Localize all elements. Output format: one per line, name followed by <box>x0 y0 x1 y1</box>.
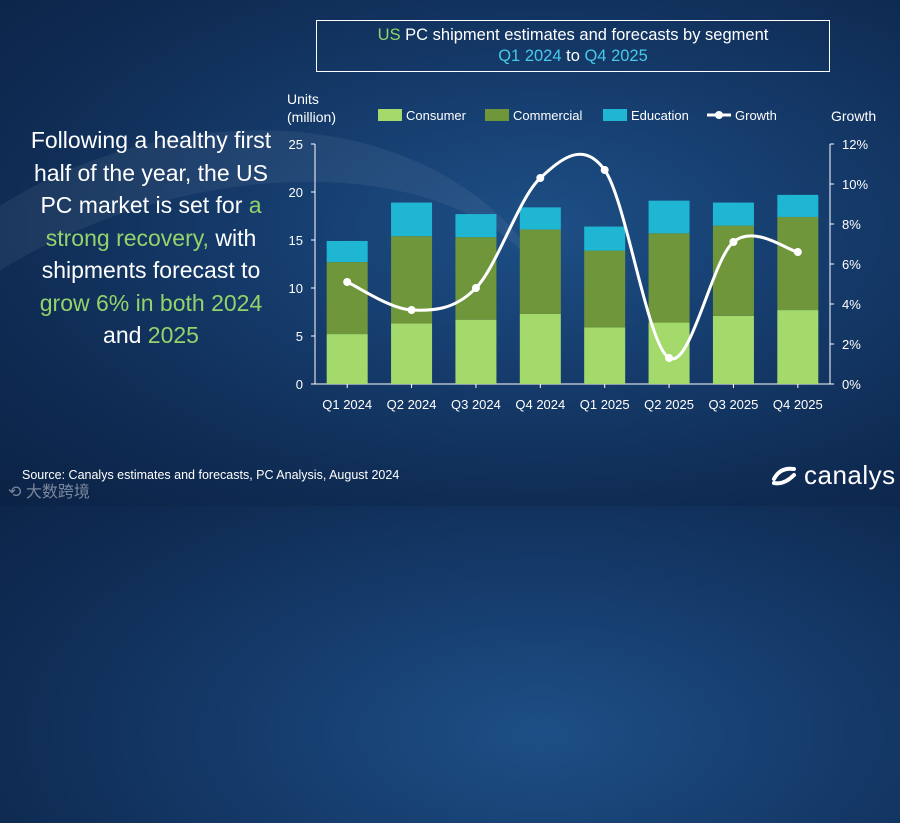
summary-p3: and <box>103 322 148 348</box>
y-right-tick-label: 10% <box>842 177 868 192</box>
bar-consumer <box>712 315 754 384</box>
legend-swatch-consumer <box>378 109 402 121</box>
growth-point <box>665 354 674 362</box>
legend-label-growth: Growth <box>735 108 777 123</box>
x-tick-label: Q4 2025 <box>773 397 823 412</box>
y-left-tick-label: 15 <box>289 233 303 248</box>
y-left-label-line2: (million) <box>287 109 336 125</box>
title-to: to <box>561 47 585 65</box>
canalys-logo-icon <box>772 466 796 485</box>
y-left-tick-label: 5 <box>296 329 303 344</box>
growth-point <box>793 248 802 256</box>
bar-commercial <box>584 250 626 328</box>
x-tick-label: Q1 2025 <box>580 397 630 412</box>
y-right-tick-label: 8% <box>842 217 861 232</box>
title-end: Q4 2025 <box>584 47 648 65</box>
source-note: Source: Canalys estimates and forecasts,… <box>22 468 400 482</box>
x-tick-label: Q3 2025 <box>709 397 759 412</box>
y-left-label-line1: Units <box>287 91 319 107</box>
y-left-tick-label: 0 <box>296 377 303 392</box>
y-left-tick-label: 25 <box>289 137 303 152</box>
y-right-tick-label: 12% <box>842 137 868 152</box>
growth-point <box>536 174 545 182</box>
summary-text: Following a healthy first half of the ye… <box>20 124 282 352</box>
growth-point <box>600 166 609 174</box>
bar-education <box>584 226 626 251</box>
chart-area: Units (million) Growth Consumer Commercia… <box>287 91 876 412</box>
legend-swatch-commercial <box>485 109 509 121</box>
growth-point <box>343 278 352 286</box>
legend-swatch-growth-dot <box>715 111 723 119</box>
bar-consumer <box>391 323 433 384</box>
watermark-icon: ⟲ <box>8 484 26 501</box>
y-right-tick-label: 4% <box>842 297 861 312</box>
bar-education <box>326 240 368 263</box>
bar-education <box>455 214 497 238</box>
bar-education <box>712 202 754 226</box>
title-rest: PC shipment estimates and forecasts by s… <box>400 26 769 44</box>
chart-title-line2: Q1 2024 to Q4 2025 <box>317 46 829 67</box>
legend: Consumer Commercial Education Growth <box>378 108 777 123</box>
bar-commercial <box>326 262 368 335</box>
bar-education <box>391 202 433 237</box>
summary-hl2: grow 6% in both <box>39 289 205 316</box>
bar-consumer <box>455 319 497 384</box>
growth-point <box>729 238 738 246</box>
watermark-text: 大数跨境 <box>25 484 90 501</box>
x-tick-label: Q1 2024 <box>322 397 372 412</box>
summary-p2: with shipments forecast to <box>41 224 261 284</box>
legend-label-consumer: Consumer <box>406 108 467 123</box>
chart-title-line1: US PC shipment estimates and forecasts b… <box>317 25 829 46</box>
y-left-tick-label: 10 <box>289 281 303 296</box>
bar-education <box>519 207 561 230</box>
x-tick-label: Q2 2024 <box>387 397 437 412</box>
title-start: Q1 2024 <box>498 47 562 65</box>
y-right-tick-label: 2% <box>842 337 861 352</box>
x-tick-label: Q3 2024 <box>451 397 501 412</box>
summary-p1: Following a healthy first half of the ye… <box>30 127 272 218</box>
bar-consumer <box>519 313 561 384</box>
summary-hl3: 2024 <box>211 289 263 316</box>
chart-title-box: US PC shipment estimates and forecasts b… <box>316 20 830 72</box>
bar-commercial <box>648 233 690 323</box>
growth-point <box>407 306 416 314</box>
growth-point <box>471 284 480 292</box>
watermark: ⟲ 大数跨境 <box>8 478 90 502</box>
bars: Q1 2024 Q2 2024 Q3 2024 Q4 2024 Q1 2025 Q2 20… <box>322 194 823 412</box>
growth-line <box>346 152 799 361</box>
growth-line-group <box>343 152 802 362</box>
canalys-logo: canalys <box>770 460 896 491</box>
bar-commercial <box>519 229 561 314</box>
canalys-logo-text: canalys <box>804 460 896 490</box>
bar-consumer <box>326 334 368 384</box>
legend-label-commercial: Commercial <box>513 108 582 123</box>
bar-education <box>777 194 819 217</box>
chart-svg: Units (million) Growth Consumer Commercia… <box>287 91 876 412</box>
y-left-tick-label: 20 <box>289 185 303 200</box>
summary-hl4: 2025 <box>147 322 199 348</box>
legend-swatch-education <box>603 109 627 121</box>
y-right-tick-label: 6% <box>842 257 861 272</box>
bar-education <box>648 200 690 234</box>
y-right-label: Growth <box>831 108 876 124</box>
bar-commercial <box>777 216 819 311</box>
legend-label-education: Education <box>631 108 689 123</box>
bar-commercial <box>455 237 497 320</box>
y-right-tick-label: 0% <box>842 377 861 392</box>
bar-consumer <box>777 310 819 384</box>
summary-hl1: a strong recovery, <box>45 192 262 251</box>
bar-consumer <box>584 327 626 384</box>
x-tick-label: Q2 2025 <box>644 397 694 412</box>
x-tick-label: Q4 2024 <box>515 397 565 412</box>
title-us: US <box>377 26 401 44</box>
